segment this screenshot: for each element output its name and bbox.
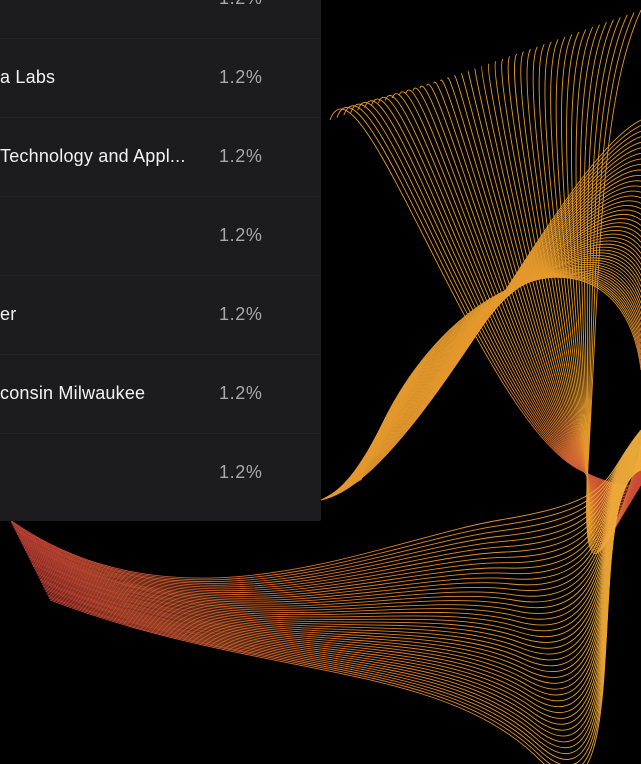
list-item-label: a Labs: [0, 67, 56, 87]
list-item-label: Technology and Appl...: [0, 146, 186, 166]
list-item-label: consin Milwaukee: [0, 383, 146, 403]
list-item[interactable]: 1.2%: [0, 197, 321, 276]
list-item-percentage: 1.2%: [219, 383, 263, 403]
list-item-percentage: 1.2%: [219, 67, 263, 87]
ranking-list-panel: 1.2% a Labs 1.2% Technology and Appl... …: [0, 0, 321, 521]
list-item[interactable]: 1.2%: [0, 434, 321, 513]
list-item[interactable]: consin Milwaukee 1.2%: [0, 355, 321, 434]
list-item-percentage: 1.2%: [219, 304, 263, 324]
list-item-percentage: 1.2%: [219, 146, 263, 166]
list-item-percentage: 1.2%: [219, 462, 263, 482]
list-item[interactable]: Technology and Appl... 1.2%: [0, 118, 321, 197]
list-item[interactable]: 1.2%: [0, 0, 321, 39]
list-item-percentage: 1.2%: [219, 225, 263, 245]
list-item-label: er: [0, 304, 17, 324]
list-item-percentage: 1.2%: [219, 0, 262, 9]
wave-lines-lower: [9, 429, 641, 764]
list-item[interactable]: er 1.2%: [0, 276, 321, 355]
list-item[interactable]: a Labs 1.2%: [0, 39, 321, 118]
wave-lines-upper: [320, 9, 641, 554]
